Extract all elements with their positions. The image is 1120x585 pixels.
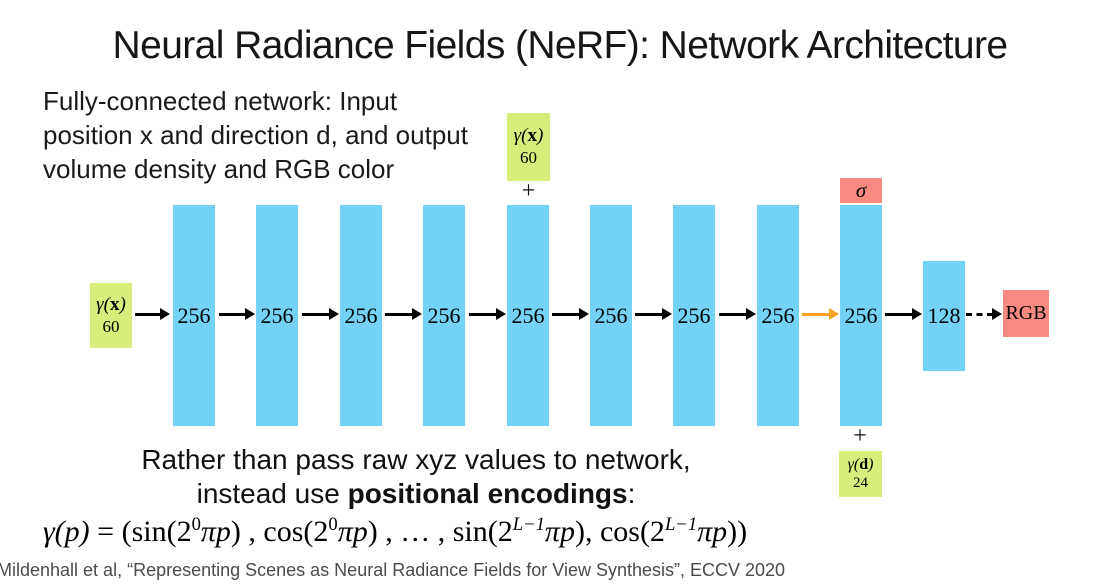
description-line-3: volume density and RGB color [43,154,395,184]
input-encoding-size: 60 [102,316,120,336]
skip-encoding-label: γ(x) [513,125,544,146]
positional-encoding-formula: γ(p) = (sin(20πp) , cos(20πp) , … , sin(… [42,514,748,548]
orange-forward-arrow [802,308,839,320]
hidden-layer-9: 256 [840,205,882,426]
forward-arrow-4 [385,308,422,320]
hidden-layer-5: 256 [507,205,549,426]
forward-arrow-8 [719,308,756,320]
forward-arrow-6 [552,308,589,320]
direction-encoding-size: 24 [853,475,868,491]
hidden-layer-2-width: 256 [260,302,294,328]
hidden-layer-7-width: 256 [677,302,711,328]
description-line-1: Fully-connected network: Input [43,86,398,116]
forward-arrow-1 [135,308,170,320]
input-encoding-label: γ(x) [96,293,126,315]
hidden-layer-6-width: 256 [594,302,628,328]
direction-encoding-box: γ(d) 24 [839,451,882,497]
input-encoding-box: γ(x) 60 [90,283,132,348]
hidden-layer-8: 256 [757,205,799,426]
skip-plus-sign: + [521,178,536,204]
hidden-layer-9-width: 256 [844,302,878,328]
skip-encoding-size: 60 [520,148,537,167]
bottom-text-line-2: instead use positional encodings: [196,478,636,509]
forward-arrow-5 [469,308,506,320]
bottom-text-line-1: Rather than pass raw xyz values to netwo… [141,444,691,475]
hidden-layer-5-width: 256 [511,302,545,328]
dashed-rgb-arrow [966,308,1002,320]
positional-encodings-bold: positional encodings [347,478,628,509]
hidden-layer-4-width: 256 [427,302,461,328]
forward-arrow-10 [885,308,922,320]
hidden-layer-4: 256 [423,205,465,426]
direction-encoding-label: γ(d) [847,456,874,473]
rgb-output-box: RGB [1003,290,1049,337]
description-paragraph: Fully-connected network: Input position … [43,84,468,186]
hidden-layer-1: 256 [173,205,215,426]
hidden-layer-2: 256 [256,205,298,426]
feature-layer-width: 128 [927,303,961,328]
description-line-2: position x and direction d, and output [43,120,468,150]
forward-arrow-3 [302,308,339,320]
hidden-layer-8-width: 256 [761,302,795,328]
slide-title: Neural Radiance Fields (NeRF): Network A… [112,24,1008,67]
hidden-layer-7: 256 [673,205,715,426]
sigma-output-box: σ [840,178,882,203]
hidden-layer-3: 256 [340,205,382,426]
hidden-layer-1-width: 256 [177,302,211,328]
skip-encoding-box: γ(x) 60 [507,113,550,181]
forward-arrow-7 [635,308,672,320]
forward-arrow-2 [219,308,255,320]
citation: Mildenhall et al, “Representing Scenes a… [0,560,786,580]
feature-layer-128: 128 [923,261,965,371]
hidden-layer-6: 256 [590,205,632,426]
hidden-layer-3-width: 256 [344,302,378,328]
direction-plus-sign: + [853,423,867,449]
